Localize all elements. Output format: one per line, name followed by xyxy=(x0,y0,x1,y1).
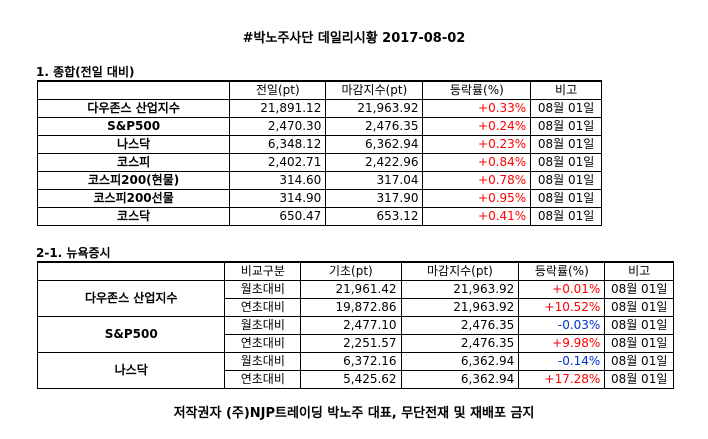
close-value-cell: 6,362.94 xyxy=(400,370,520,389)
note-cell: 08월 01일 xyxy=(530,135,602,154)
change-rate-cell: +0.24% xyxy=(422,117,532,136)
index-name-cell: 코스피200(현물) xyxy=(36,171,231,190)
note-cell: 08월 01일 xyxy=(530,153,602,172)
base-value-cell: 5,425.62 xyxy=(300,370,402,389)
prev-value-cell: 21,891.12 xyxy=(229,99,327,118)
close-value-cell: 21,963.92 xyxy=(400,298,520,317)
table-row: 코스피200선물 314.90 317.90 +0.95% 08월 01일 xyxy=(36,189,602,208)
header-cell: 비교구분 xyxy=(224,261,302,281)
note-cell: 08월 01일 xyxy=(604,334,674,353)
table-row: 코스피200(현물) 314.60 317.04 +0.78% 08월 01일 xyxy=(36,171,602,190)
index-name-cell: 코스피200선물 xyxy=(36,189,231,208)
table-row: 나스닥 월초대비 6,372.16 6,362.94 -0.14% 08월 01일 xyxy=(36,352,674,389)
prev-value-cell: 314.90 xyxy=(229,189,327,208)
change-rate-cell: +10.52% xyxy=(518,298,606,317)
index-name-cell: 다우존스 산업지수 xyxy=(36,99,231,118)
close-value-cell: 317.90 xyxy=(325,189,424,208)
table-row: S&P500 월초대비 2,477.10 2,476.35 -0.03% 08월 01일 xyxy=(36,316,674,353)
prev-value-cell: 314.60 xyxy=(229,171,327,190)
note-cell: 08월 01일 xyxy=(604,316,674,335)
index-name-cell: 다우존스 산업지수 xyxy=(36,280,226,317)
change-rate-cell: +0.33% xyxy=(422,99,532,118)
note-cell: 08월 01일 xyxy=(604,352,674,371)
page-title: #박노주사단 데일리시황 2017-08-02 xyxy=(242,31,466,46)
compare-type-cell: 연초대비 xyxy=(224,298,302,317)
base-value-cell: 2,477.10 xyxy=(300,316,402,335)
prev-value-cell: 650.47 xyxy=(229,207,327,226)
table-header-row: 비교구분 기초(pt) 마감지수(pt) 등락률(%) 비고 xyxy=(36,261,674,281)
close-value-cell: 653.12 xyxy=(325,207,424,226)
close-value-cell: 21,963.92 xyxy=(400,280,520,299)
table-header-row: 전일(pt) 마감지수(pt) 등락률(%) 비고 xyxy=(36,80,602,100)
copyright-footer: 저작권자 (주)NJP트레이딩 박노주 대표, 무단전재 및 재배포 금지 xyxy=(173,406,535,421)
change-rate-cell: +17.28% xyxy=(518,370,606,389)
compare-type-cell: 월초대비 xyxy=(224,352,302,371)
compare-type-cell: 월초대비 xyxy=(224,280,302,299)
nyse-table: 비교구분 기초(pt) 마감지수(pt) 등락률(%) 비고 다우존스 산업지수… xyxy=(36,261,674,389)
table-row: 다우존스 산업지수 21,891.12 21,963.92 +0.33% 08월 01일 xyxy=(36,99,602,118)
change-rate-cell: +0.23% xyxy=(422,135,532,154)
table-row: 연초대비 5,425.62 6,362.94 +17.28% 08월 01일 xyxy=(38,370,674,389)
close-value-cell: 317.04 xyxy=(325,171,424,190)
close-value-cell: 2,422.96 xyxy=(325,153,424,172)
change-rate-cell: +9.98% xyxy=(518,334,606,353)
change-rate-cell: +0.78% xyxy=(422,171,532,190)
section2-label: 2-1. 뉴욕증시 xyxy=(36,246,111,260)
prev-value-cell: 6,348.12 xyxy=(229,135,327,154)
note-cell: 08월 01일 xyxy=(604,370,674,389)
header-cell: 기초(pt) xyxy=(300,261,402,281)
index-name-cell: 나스닥 xyxy=(36,352,226,389)
compare-type-cell: 연초대비 xyxy=(224,370,302,389)
index-name-cell: 나스닥 xyxy=(36,135,231,154)
change-rate-cell: +0.41% xyxy=(422,207,532,226)
table-row: 나스닥 6,348.12 6,362.94 +0.23% 08월 01일 xyxy=(36,135,602,154)
header-cell xyxy=(36,80,231,100)
change-rate-cell: -0.03% xyxy=(518,316,606,335)
header-cell: 마감지수(pt) xyxy=(325,80,424,100)
close-value-cell: 2,476.35 xyxy=(325,117,424,136)
header-cell: 비고 xyxy=(604,261,674,281)
table-row: 다우존스 산업지수 월초대비 21,961.42 21,963.92 +0.01% 08월… xyxy=(36,280,674,317)
header-cell: 비고 xyxy=(530,80,602,100)
close-value-cell: 2,476.35 xyxy=(400,334,520,353)
change-rate-cell: +0.95% xyxy=(422,189,532,208)
table-row: 코스피 2,402.71 2,422.96 +0.84% 08월 01일 xyxy=(36,153,602,172)
header-cell: 마감지수(pt) xyxy=(400,261,520,281)
note-cell: 08월 01일 xyxy=(530,117,602,136)
base-value-cell: 6,372.16 xyxy=(300,352,402,371)
index-name-cell: S&P500 xyxy=(36,316,226,353)
note-cell: 08월 01일 xyxy=(530,171,602,190)
close-value-cell: 2,476.35 xyxy=(400,316,520,335)
index-name-cell: 코스피 xyxy=(36,153,231,172)
note-cell: 08월 01일 xyxy=(604,280,674,299)
note-cell: 08월 01일 xyxy=(530,99,602,118)
base-value-cell: 21,961.42 xyxy=(300,280,402,299)
table-row: 코스닥 650.47 653.12 +0.41% 08월 01일 xyxy=(36,207,602,226)
header-cell: 등락률(%) xyxy=(422,80,532,100)
prev-value-cell: 2,470.30 xyxy=(229,117,327,136)
note-cell: 08월 01일 xyxy=(604,298,674,317)
index-name-cell: 코스닥 xyxy=(36,207,231,226)
note-cell: 08월 01일 xyxy=(530,189,602,208)
header-cell: 등락률(%) xyxy=(518,261,606,281)
note-cell: 08월 01일 xyxy=(530,207,602,226)
change-rate-cell: +0.01% xyxy=(518,280,606,299)
change-rate-cell: -0.14% xyxy=(518,352,606,371)
section1-label: 1. 종합(전일 대비) xyxy=(36,65,135,79)
close-value-cell: 6,362.94 xyxy=(325,135,424,154)
prev-value-cell: 2,402.71 xyxy=(229,153,327,172)
table-row: S&P500 2,470.30 2,476.35 +0.24% 08월 01일 xyxy=(36,117,602,136)
header-cell: 전일(pt) xyxy=(229,80,327,100)
compare-type-cell: 월초대비 xyxy=(224,316,302,335)
index-name-cell: S&P500 xyxy=(36,117,231,136)
base-value-cell: 19,872.86 xyxy=(300,298,402,317)
compare-type-cell: 연초대비 xyxy=(224,334,302,353)
base-value-cell: 2,251.57 xyxy=(300,334,402,353)
change-rate-cell: +0.84% xyxy=(422,153,532,172)
close-value-cell: 21,963.92 xyxy=(325,99,424,118)
close-value-cell: 6,362.94 xyxy=(400,352,520,371)
summary-table: 전일(pt) 마감지수(pt) 등락률(%) 비고 다우존스 산업지수 21,89… xyxy=(36,80,602,226)
header-cell xyxy=(36,261,226,281)
